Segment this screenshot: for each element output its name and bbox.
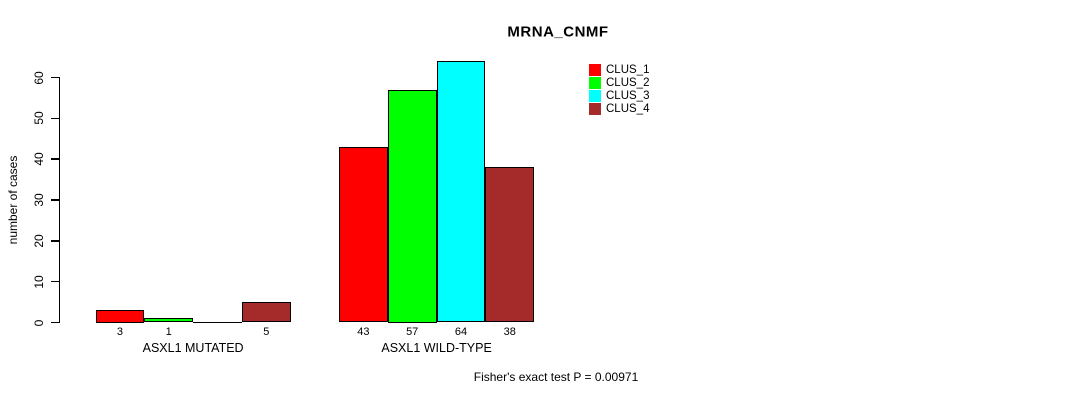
bar-count-label: 5: [263, 325, 270, 338]
bar-CLUS_3: [436, 61, 486, 323]
y-tick: [50, 117, 59, 120]
bar-count-label: 57: [406, 325, 419, 338]
y-tick-label: 30: [32, 193, 46, 207]
legend-label-CLUS_1: CLUS_1: [606, 63, 650, 76]
legend-swatch-CLUS_4: [589, 102, 601, 115]
bar-CLUS_4: [485, 167, 535, 323]
y-tick-label: 60: [32, 70, 46, 85]
legend-swatch-CLUS_1: [589, 63, 601, 76]
y-tick: [50, 76, 59, 79]
y-tick-label: 20: [32, 234, 46, 248]
y-tick: [50, 240, 59, 242]
bar-CLUS_1: [339, 146, 388, 323]
fisher-test-annotation: Fisher's exact test P = 0.00971: [473, 370, 639, 384]
x-group-label: ASXL1 WILD-TYPE: [381, 341, 492, 355]
bar-count-label: 1: [165, 325, 172, 338]
y-tick-label: 0: [32, 319, 46, 326]
bar-CLUS_2: [387, 89, 437, 323]
bar-CLUS_3-zero-baseline: [193, 321, 242, 323]
chart-title: MRNA_CNMF: [507, 23, 609, 41]
bar-CLUS_2: [144, 318, 194, 323]
legend-swatch-CLUS_2: [589, 76, 601, 89]
x-group-label: ASXL1 MUTATED: [142, 341, 244, 355]
legend-swatch-CLUS_3: [589, 89, 601, 102]
y-tick: [50, 321, 59, 324]
y-axis-line: [58, 76, 60, 324]
y-tick: [50, 199, 59, 201]
bar-count-label: 3: [116, 325, 123, 338]
legend-label-CLUS_2: CLUS_2: [606, 76, 650, 89]
legend-label-CLUS_4: CLUS_4: [606, 102, 650, 115]
bar-CLUS_4: [241, 302, 291, 323]
y-tick-label: 10: [32, 274, 46, 289]
y-axis-title: number of cases: [6, 155, 20, 245]
bar-count-label: 38: [503, 325, 516, 338]
legend-label-CLUS_3: CLUS_3: [606, 89, 650, 102]
bar-count-label: 43: [357, 325, 370, 338]
y-tick-label: 50: [32, 111, 46, 126]
bar-CLUS_1: [95, 310, 145, 323]
y-tick: [50, 280, 59, 283]
y-tick-label: 40: [32, 152, 46, 166]
y-tick: [50, 158, 59, 160]
bar-count-label: 64: [454, 325, 468, 338]
